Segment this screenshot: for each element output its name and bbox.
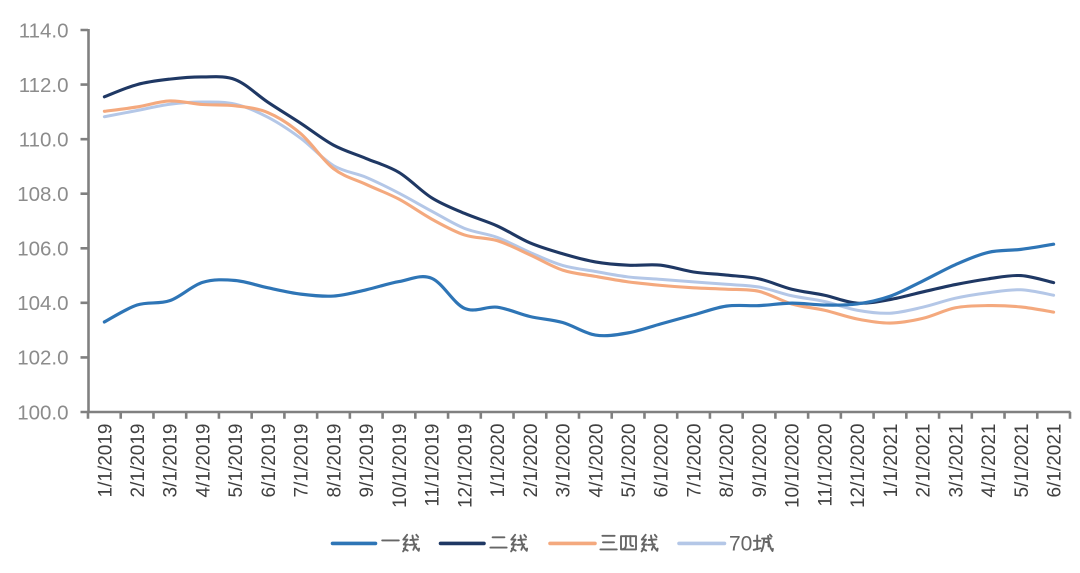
- svg-text:70: 70: [729, 533, 752, 556]
- svg-text:102.0: 102.0: [17, 347, 68, 370]
- svg-text:5/1/2021: 5/1/2021: [1012, 424, 1033, 498]
- svg-text:106.0: 106.0: [17, 238, 68, 261]
- svg-text:110.0: 110.0: [19, 128, 69, 151]
- svg-text:6/1/2019: 6/1/2019: [259, 424, 280, 498]
- svg-text:2/1/2019: 2/1/2019: [128, 424, 149, 498]
- svg-text:3/1/2019: 3/1/2019: [161, 424, 182, 498]
- svg-text:7/1/2019: 7/1/2019: [292, 424, 313, 498]
- svg-text:10/1/2019: 10/1/2019: [390, 424, 411, 509]
- svg-text:9/1/2020: 9/1/2020: [750, 424, 771, 498]
- svg-text:9/1/2019: 9/1/2019: [357, 424, 378, 498]
- svg-text:104.0: 104.0: [17, 292, 68, 315]
- svg-text:5/1/2020: 5/1/2020: [619, 424, 640, 498]
- svg-text:1/1/2019: 1/1/2019: [95, 424, 116, 498]
- svg-text:112.0: 112.0: [19, 74, 69, 97]
- svg-text:6/1/2021: 6/1/2021: [1045, 424, 1066, 498]
- svg-text:11/1/2020: 11/1/2020: [815, 424, 836, 507]
- svg-text:4/1/2021: 4/1/2021: [979, 424, 1000, 498]
- svg-text:3/1/2021: 3/1/2021: [946, 424, 967, 498]
- svg-text:8/1/2020: 8/1/2020: [717, 424, 738, 498]
- svg-text:8/1/2019: 8/1/2019: [324, 424, 345, 498]
- svg-text:1/1/2021: 1/1/2021: [881, 424, 902, 498]
- svg-text:12/1/2019: 12/1/2019: [455, 424, 476, 509]
- svg-text:2/1/2021: 2/1/2021: [914, 424, 935, 498]
- svg-text:5/1/2019: 5/1/2019: [226, 424, 247, 498]
- svg-text:2/1/2020: 2/1/2020: [521, 424, 542, 498]
- svg-text:1/1/2020: 1/1/2020: [488, 424, 509, 498]
- svg-text:100.0: 100.0: [17, 401, 68, 424]
- svg-text:108.0: 108.0: [17, 183, 68, 206]
- svg-text:3/1/2020: 3/1/2020: [554, 424, 575, 498]
- svg-text:4/1/2019: 4/1/2019: [193, 424, 214, 498]
- svg-text:114.0: 114.0: [19, 19, 69, 42]
- svg-text:6/1/2020: 6/1/2020: [652, 424, 673, 498]
- svg-text:11/1/2019: 11/1/2019: [423, 424, 444, 507]
- svg-text:4/1/2020: 4/1/2020: [586, 424, 607, 498]
- svg-text:10/1/2020: 10/1/2020: [783, 424, 804, 509]
- svg-text:12/1/2020: 12/1/2020: [848, 424, 869, 509]
- svg-text:7/1/2020: 7/1/2020: [684, 424, 705, 498]
